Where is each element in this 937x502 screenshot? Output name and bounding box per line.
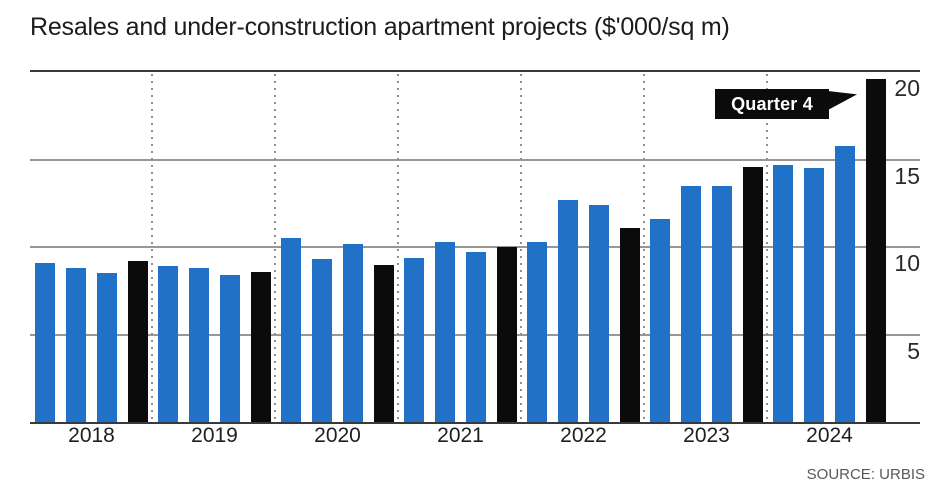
year-separator (766, 74, 768, 420)
x-tick-2024: 2024 (806, 424, 853, 447)
bar-2021-q3 (466, 252, 486, 422)
x-tick-2023: 2023 (683, 424, 730, 447)
bar-2024-q1 (773, 164, 793, 422)
source-note: SOURCE: URBIS (806, 466, 925, 483)
chart-title: Resales and under-construction apartment… (30, 13, 730, 41)
y-tick-20: 20 (894, 75, 920, 101)
x-tick-2021: 2021 (437, 424, 484, 447)
bar-2022-q2 (558, 199, 578, 422)
year-separator (397, 74, 399, 420)
bar-2018-q1 (35, 262, 55, 422)
y-tick-10: 10 (894, 250, 920, 276)
bar-2020-q1 (281, 238, 301, 422)
year-separator (520, 74, 522, 420)
bar-2018-q4 (128, 261, 148, 422)
x-tick-2020: 2020 (314, 424, 361, 447)
year-separator (274, 74, 276, 420)
year-separator (151, 74, 153, 420)
bar-2020-q4 (374, 264, 394, 422)
bar-2019-q3 (220, 275, 240, 422)
bar-2019-q4 (251, 271, 271, 422)
plot-area: 20 15 10 5 (30, 70, 920, 424)
bar-2022-q1 (527, 241, 547, 422)
bar-2021-q1 (404, 257, 424, 422)
bar-2019-q1 (158, 266, 178, 422)
gridline-10 (30, 246, 920, 248)
x-tick-2022: 2022 (560, 424, 607, 447)
bar-2024-q2 (804, 168, 824, 422)
y-tick-15: 15 (894, 162, 920, 189)
bar-2023-q4 (743, 166, 763, 422)
bar-2023-q1 (650, 219, 670, 422)
bar-2020-q3 (343, 243, 363, 422)
x-tick-2018: 2018 (68, 424, 115, 447)
bar-2022-q4 (620, 227, 640, 422)
bar-2018-q3 (97, 273, 117, 422)
x-tick-2019: 2019 (191, 424, 238, 447)
bar-2021-q2 (435, 241, 455, 422)
bar-2019-q2 (189, 268, 209, 422)
bar-2024-q3 (835, 145, 855, 422)
quarter4-callout: Quarter 4 (715, 89, 829, 119)
bar-2020-q2 (312, 259, 332, 422)
gridline-15 (30, 158, 920, 161)
bar-2023-q2 (681, 185, 701, 422)
quarter4-callout-label: Quarter 4 (731, 93, 813, 114)
y-tick-5: 5 (907, 337, 920, 364)
year-separator (643, 74, 645, 420)
bar-2018-q2 (66, 268, 86, 422)
bar-2024-q4 (866, 79, 886, 422)
bar-2021-q4 (497, 247, 517, 422)
bar-2022-q3 (589, 205, 609, 422)
bar-2023-q3 (712, 185, 732, 422)
